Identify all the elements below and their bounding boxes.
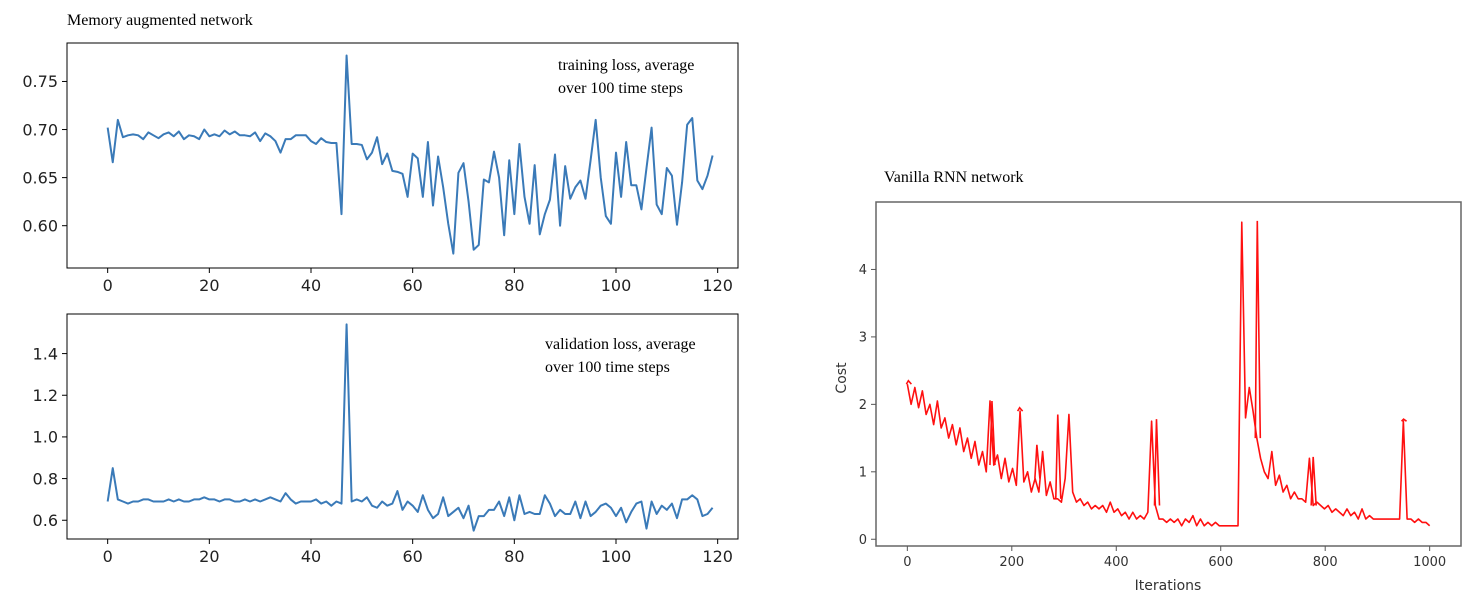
y-tick-label: 0.75	[22, 72, 58, 91]
y-tick-label: 0	[859, 533, 867, 548]
x-tick-label: 0	[103, 276, 113, 295]
x-tick-label: 120	[702, 276, 733, 295]
x-tick-label: 40	[301, 547, 321, 566]
cost-spike	[905, 379, 912, 385]
axis-ticks: 0 200 400 600 800 1000 0 1 2 3 4	[859, 263, 1446, 570]
y-tick-label: 0.65	[22, 168, 58, 187]
cost-spike	[989, 400, 996, 466]
x-tick-label: 40	[301, 276, 321, 295]
x-tick-label: 400	[1104, 555, 1129, 570]
annotation-line-2: over 100 time steps	[558, 80, 683, 97]
annotation-line-1: training loss, average	[558, 57, 694, 74]
y-axis-label: Cost	[834, 362, 850, 394]
cost-spike	[1310, 456, 1317, 506]
cost-line	[906, 221, 1431, 527]
x-tick-label: 60	[402, 547, 422, 566]
training-loss-chart: Memory augmented network training loss, …	[22, 12, 739, 295]
x-tick-label: 200	[999, 555, 1024, 570]
y-tick-label: 3	[859, 331, 867, 346]
y-tick-label: 4	[859, 263, 867, 278]
y-tick-label: 0.60	[22, 216, 58, 235]
x-tick-label: 120	[702, 547, 733, 566]
y-tick-label: 1.2	[33, 386, 58, 405]
annotation-line-2: over 100 time steps	[545, 359, 670, 376]
plot-frame	[66, 313, 739, 540]
cost-spikes	[905, 220, 1407, 506]
cost-spike	[1254, 220, 1262, 439]
x-tick-label: 80	[504, 276, 524, 295]
cost-spike	[1054, 414, 1062, 499]
cost-spike	[1016, 406, 1024, 412]
y-tick-label: 0.6	[33, 511, 58, 530]
cost-spike	[1034, 444, 1041, 479]
x-tick-label: 0	[903, 555, 911, 570]
x-tick-label: 1000	[1413, 555, 1446, 570]
annotation-line-1: validation loss, average	[545, 336, 696, 353]
x-tick-label: 100	[601, 547, 632, 566]
x-tick-label: 0	[103, 547, 113, 566]
x-tick-label: 80	[504, 547, 524, 566]
plot-frame	[875, 201, 1462, 547]
chart-title-vanilla-rnn: Vanilla RNN network	[884, 169, 1024, 186]
x-tick-label: 600	[1208, 555, 1233, 570]
x-tick-label: 60	[402, 276, 422, 295]
vanilla-rnn-chart: Vanilla RNN network Iterations Cost 0 200…	[834, 169, 1462, 594]
y-tick-label: 0.70	[22, 120, 58, 139]
validation-loss-line	[106, 323, 714, 532]
x-tick-label: 20	[199, 547, 219, 566]
x-tick-label: 100	[601, 276, 632, 295]
y-tick-label: 1.0	[33, 428, 58, 447]
y-tick-label: 0.8	[33, 469, 58, 488]
y-tick-label: 1	[859, 465, 867, 480]
x-tick-label: 800	[1313, 555, 1338, 570]
y-tick-label: 2	[859, 398, 867, 413]
training-loss-line	[106, 54, 714, 255]
y-tick-label: 1.4	[33, 344, 58, 363]
chart-title-memory-augmented: Memory augmented network	[67, 12, 253, 29]
validation-loss-chart: validation loss, average over 100 time s…	[33, 313, 739, 566]
cost-spike	[1400, 418, 1407, 422]
plot-frame	[66, 42, 739, 269]
axis-ticks: 0 20 40 60 80 100 120 0.60 0.65 0.70 0.75	[22, 72, 733, 295]
axis-ticks: 0 20 40 60 80 100 120 0.6 0.8 1.0 1.2 1.4	[33, 344, 733, 566]
x-tick-label: 20	[199, 276, 219, 295]
x-axis-label: Iterations	[1135, 578, 1202, 594]
cost-spike	[1153, 419, 1161, 506]
